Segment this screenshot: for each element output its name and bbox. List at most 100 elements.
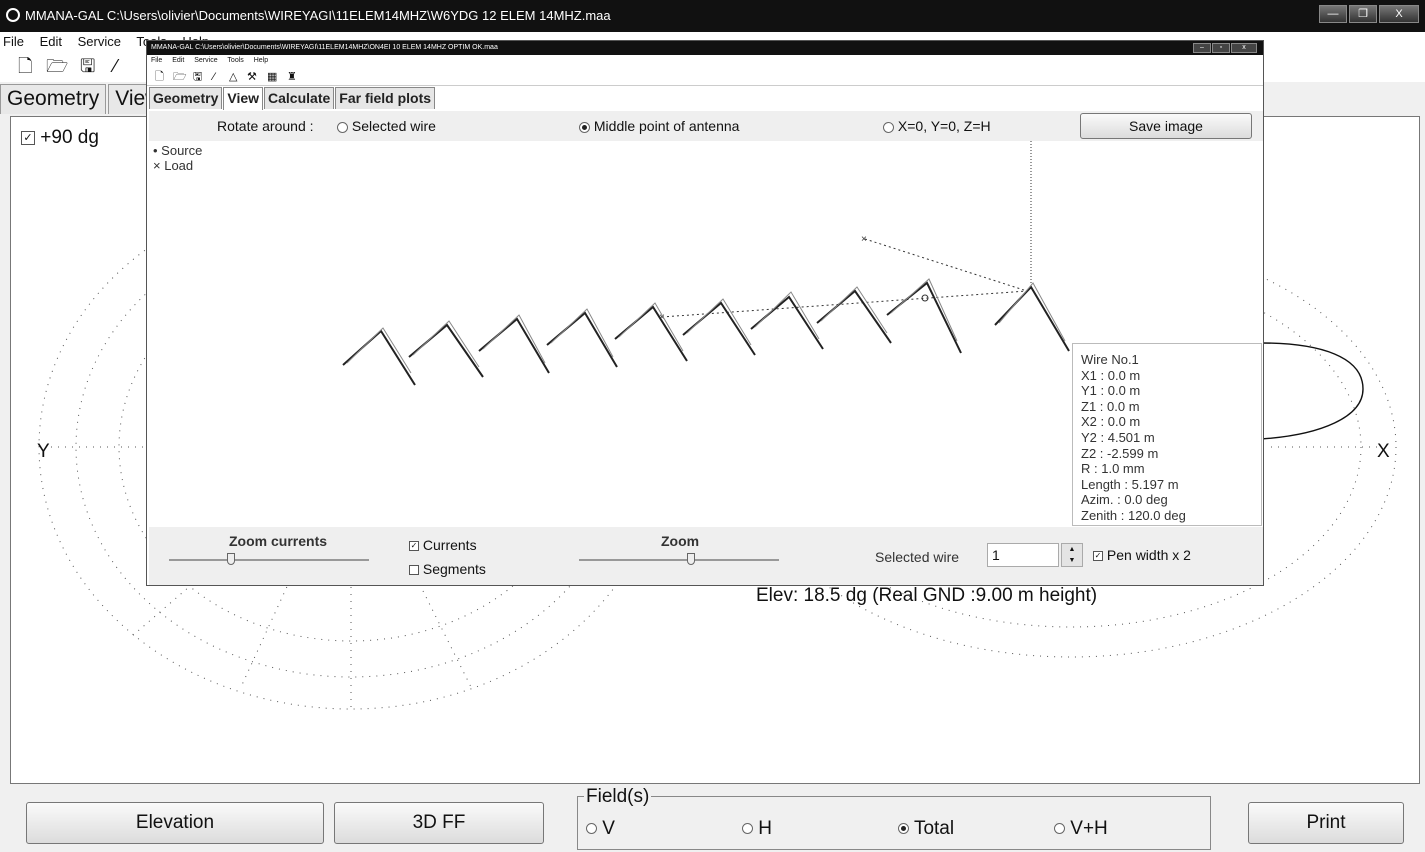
rotate-selected-wire-option[interactable]: Selected wire xyxy=(337,111,436,141)
pen-width-option[interactable]: ✓ Pen width x 2 xyxy=(1093,547,1191,563)
field-v-label: V xyxy=(602,818,615,839)
maximize-button[interactable]: ❐ xyxy=(1349,5,1377,23)
currents-option[interactable]: ✓ Currents xyxy=(409,537,477,553)
minimize-button[interactable]: — xyxy=(1319,5,1347,23)
currents-checkbox[interactable]: ✓ xyxy=(409,541,419,552)
wire-info-line: Length : 5.197 m xyxy=(1081,476,1179,492)
inner-maximize-button[interactable]: ▫ xyxy=(1212,43,1230,53)
inner-new-file-icon[interactable]: 🗋 xyxy=(155,71,164,83)
elevation-checkbox-label: +90 dg xyxy=(40,127,99,148)
rotate-middle-radio[interactable] xyxy=(579,121,590,133)
rotate-middle-option[interactable]: Middle point of antenna xyxy=(579,111,739,141)
elevation-button[interactable]: Elevation xyxy=(26,802,324,844)
inner-minimize-button[interactable]: – xyxy=(1193,43,1211,53)
inner-menu-file[interactable]: File xyxy=(151,57,163,64)
menu-file[interactable]: File xyxy=(3,34,24,49)
open-folder-icon[interactable]: 🗁 xyxy=(46,56,69,76)
save-icon[interactable]: 🖫 xyxy=(80,56,96,76)
elevation-checkbox-row[interactable]: ✓ +90 dg xyxy=(21,127,99,149)
element-3 xyxy=(478,317,550,374)
wire-info-line: Y1 : 0.0 m xyxy=(1081,383,1141,399)
selected-wire-input[interactable]: 1 xyxy=(987,543,1059,567)
current-1 xyxy=(346,327,412,374)
current-4 xyxy=(550,308,614,358)
zoom-currents-slider[interactable] xyxy=(169,559,369,561)
pen-width-checkbox[interactable]: ✓ xyxy=(1093,551,1103,562)
selected-wire-label: Selected wire xyxy=(875,549,960,565)
zoom-currents-thumb[interactable] xyxy=(227,553,235,565)
element-8 xyxy=(816,289,892,344)
fields-group xyxy=(577,796,1211,850)
zoom-thumb[interactable] xyxy=(687,553,695,565)
view-controls: Zoom currents ✓ Currents Segments Zoom S… xyxy=(149,527,1263,585)
view-legend: • Source × Load xyxy=(153,143,202,173)
rotate-selected-wire-radio[interactable] xyxy=(337,121,348,133)
axis-marker-2: × xyxy=(659,312,665,323)
wire-info-line: Y2 : 4.501 m xyxy=(1081,429,1155,445)
close-button[interactable]: X xyxy=(1379,5,1419,23)
current-6 xyxy=(686,298,752,346)
field-v-option[interactable]: V xyxy=(586,818,615,840)
axis-marker-1: × xyxy=(861,234,867,245)
inner-tab-far-field-plots[interactable]: Far field plots xyxy=(335,87,436,109)
wire-icon[interactable]: ⁄ xyxy=(114,56,118,76)
rotate-label: Rotate around : xyxy=(217,118,314,134)
inner-menu-help[interactable]: Help xyxy=(253,57,269,64)
inner-menu-edit[interactable]: Edit xyxy=(172,57,185,64)
inner-triangle-icon[interactable]: △ xyxy=(229,71,238,83)
rotate-origin-option[interactable]: X=0, Y=0, Z=H xyxy=(883,111,991,141)
wire-info-line: Z1 : 0.0 m xyxy=(1081,398,1140,414)
wire-info-line: Z2 : -2.599 m xyxy=(1081,445,1159,461)
zoom-slider[interactable] xyxy=(579,559,779,561)
tab-geometry[interactable]: Geometry xyxy=(0,84,107,114)
rotate-origin-label: X=0, Y=0, Z=H xyxy=(897,118,991,134)
zoom-label: Zoom xyxy=(661,533,700,549)
field-total-radio[interactable] xyxy=(898,823,909,835)
save-image-button[interactable]: Save image xyxy=(1080,113,1252,139)
window-title: MMANA-GAL C:\Users\olivier\Documents\WIR… xyxy=(25,8,611,23)
element-6 xyxy=(682,301,756,356)
selected-wire-spinner[interactable]: ▲ ▼ xyxy=(1061,543,1083,567)
menu-service[interactable]: Service xyxy=(77,34,121,49)
inner-antenna-icon[interactable]: ♜ xyxy=(287,71,297,83)
field-v-radio[interactable] xyxy=(586,823,597,835)
pen-width-label: Pen width x 2 xyxy=(1106,547,1191,563)
elevation-checkbox[interactable]: ✓ xyxy=(21,130,35,145)
wire-info-line: Zenith : 120.0 deg xyxy=(1081,507,1186,523)
inner-save-icon[interactable]: 🖫 xyxy=(193,71,203,83)
inner-menu-service[interactable]: Service xyxy=(194,57,218,64)
wire-info-line: R : 1.0 mm xyxy=(1081,461,1145,477)
field-vh-radio[interactable] xyxy=(1054,823,1065,835)
inner-wire-icon[interactable]: ⁄ xyxy=(213,71,215,83)
load-marker xyxy=(921,294,929,302)
app-icon xyxy=(6,8,20,22)
inner-tab-calculate[interactable]: Calculate xyxy=(264,87,335,109)
print-button[interactable]: Print xyxy=(1248,802,1404,844)
field-h-radio[interactable] xyxy=(742,823,753,835)
legend-load-label: Load xyxy=(164,158,194,173)
current-10 xyxy=(998,282,1066,342)
currents-label: Currents xyxy=(422,537,477,553)
segments-checkbox[interactable] xyxy=(409,565,419,576)
new-file-icon[interactable]: 🗋 xyxy=(18,56,33,76)
inner-tools-icon[interactable]: ⚒ xyxy=(247,71,257,83)
segments-option[interactable]: Segments xyxy=(409,561,486,577)
inner-open-folder-icon[interactable]: 🗁 xyxy=(173,71,187,83)
inner-menu-bar: File Edit Service Tools Help xyxy=(147,55,1263,67)
menu-edit[interactable]: Edit xyxy=(39,34,62,49)
field-total-option[interactable]: Total xyxy=(898,818,954,840)
inner-close-button[interactable]: x xyxy=(1231,43,1257,53)
field-vh-option[interactable]: V+H xyxy=(1054,818,1108,840)
field-h-option[interactable]: H xyxy=(742,818,772,840)
inner-tab-geometry[interactable]: Geometry xyxy=(149,87,223,109)
inner-window: MMANA-GAL C:\Users\olivier\Documents\WIR… xyxy=(146,40,1264,586)
3d-ff-button[interactable]: 3D FF xyxy=(334,802,544,844)
inner-table-icon[interactable]: ▦ xyxy=(267,71,278,83)
inner-menu-tools[interactable]: Tools xyxy=(227,57,244,64)
elevation-info: Elev: 18.5 dg (Real GND :9.00 m height) xyxy=(756,585,1098,606)
y-axis-label: Y xyxy=(37,441,50,462)
rotate-origin-radio[interactable] xyxy=(883,121,894,133)
inner-tab-view[interactable]: View xyxy=(223,87,264,110)
current-2 xyxy=(412,320,480,368)
current-8 xyxy=(820,286,888,334)
